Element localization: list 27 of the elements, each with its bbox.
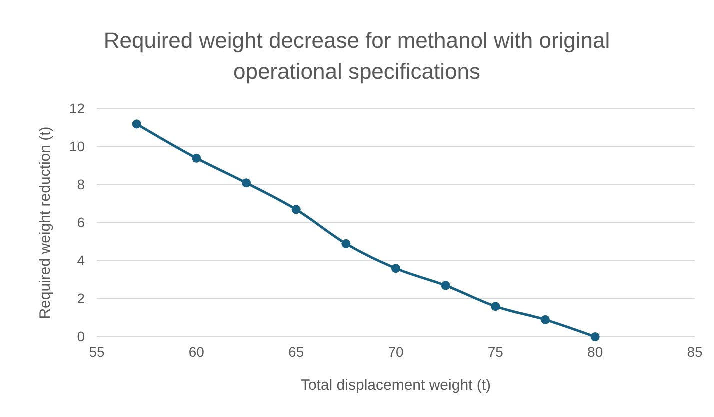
point (192, 154, 202, 163)
y-tick-label: 12 (69, 100, 86, 116)
y-tick-label: 6 (77, 214, 86, 230)
x-axis-title: Total displacement weight (t) (300, 377, 492, 394)
point (590, 332, 600, 342)
point (242, 178, 252, 188)
x-tick-label: 65 (288, 344, 304, 360)
x-tick-label: 75 (488, 344, 504, 360)
point (441, 281, 450, 290)
x-tick-label: 70 (388, 344, 404, 360)
chart-title: Required weight decrease for methanol with original operational specifications (104, 28, 610, 84)
point (292, 205, 301, 214)
point (342, 239, 351, 248)
y-tick-label: 2 (77, 290, 86, 306)
y-axis-title: Required weight reduction (t) (37, 126, 54, 320)
y-tick-label: 8 (77, 176, 86, 192)
point (132, 120, 142, 129)
x-tick-label: 80 (588, 344, 604, 360)
x-tick-label: 85 (687, 344, 703, 360)
x-tick-label: 55 (89, 344, 105, 360)
y-tick-label: 10 (69, 138, 86, 154)
point (491, 302, 500, 312)
x-tick-label: 60 (188, 344, 205, 360)
y-tick-label: 0 (77, 328, 86, 344)
y-tick-label: 4 (77, 252, 86, 268)
point (391, 264, 401, 274)
point (540, 315, 550, 324)
